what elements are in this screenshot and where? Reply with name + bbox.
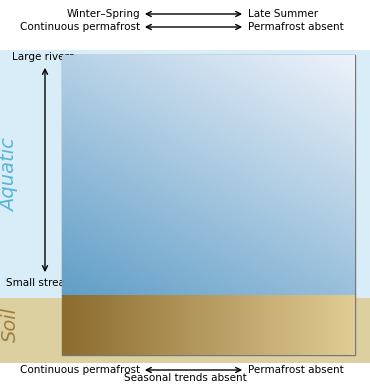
Bar [0,50,370,300]
Text: Higher
BDOC: Higher BDOC [138,313,182,341]
Text: Small streams: Small streams [6,278,80,288]
Bar [0,298,370,363]
Text: Permafrost absent: Permafrost absent [248,22,344,32]
Text: Aquatic: Aquatic [0,138,20,212]
Text: Soil: Soil [0,308,20,343]
Text: Permafrost absent: Permafrost absent [248,365,344,375]
Text: Seasonal trends absent: Seasonal trends absent [124,373,246,383]
Text: Lower BDOC: Lower BDOC [222,80,298,136]
Text: Continuous permafrost: Continuous permafrost [20,22,140,32]
FancyArrow shape [148,66,333,220]
FancyArrow shape [93,73,113,216]
Text: Soils: Soils [83,320,107,330]
Text: Late Summer: Late Summer [248,9,318,19]
Text: Lower
BDOC: Lower BDOC [305,304,345,332]
Bar [62,55,355,295]
Text: Higher
BDOC: Higher BDOC [115,233,159,261]
Text: Winter–Spring: Winter–Spring [66,9,140,19]
FancyArrow shape [108,73,128,216]
Text: Large rivers: Large rivers [12,52,74,62]
Text: Continuous permafrost: Continuous permafrost [20,365,140,375]
FancyArrow shape [130,309,350,341]
Bar [62,295,355,355]
FancyArrow shape [130,237,348,259]
